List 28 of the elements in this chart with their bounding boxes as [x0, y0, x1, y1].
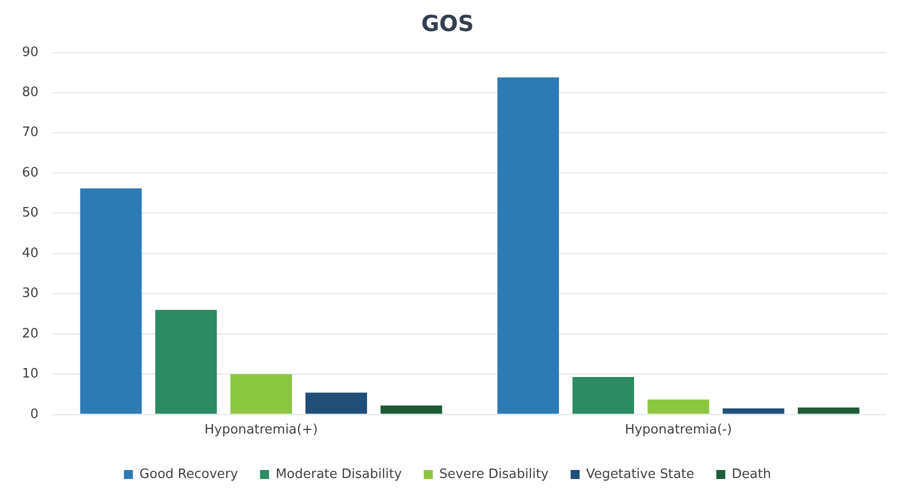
bar — [380, 406, 442, 414]
legend-label: Moderate Disability — [276, 466, 402, 482]
x-tick-label: Hyponatremia(+) — [204, 422, 318, 438]
bar — [155, 310, 217, 414]
bar — [798, 408, 860, 414]
bar — [80, 188, 142, 414]
y-tick-label: 50 — [22, 206, 39, 221]
x-tick-label: Hyponatremia(-) — [624, 422, 732, 438]
bar — [305, 392, 368, 414]
bar — [648, 400, 710, 414]
legend-label: Death — [732, 466, 772, 482]
legend-label: Vegetative State — [586, 466, 694, 482]
bar — [497, 77, 559, 414]
y-tick-label: 0 — [30, 406, 39, 422]
legend-label: Severe Disability — [439, 466, 549, 482]
y-tick-label: 60 — [22, 165, 39, 180]
bar — [722, 408, 784, 414]
y-tick-label: 70 — [22, 125, 39, 140]
y-tick-label: 80 — [22, 84, 39, 100]
y-tick-label: 20 — [22, 326, 39, 342]
y-tick-label: 90 — [22, 44, 39, 60]
y-tick-label: 30 — [22, 286, 39, 302]
chart-title: GOS — [421, 12, 474, 37]
bar — [572, 376, 634, 414]
legend-label: Good Recovery — [139, 466, 238, 482]
y-tick-label: 10 — [22, 366, 39, 382]
bar — [230, 374, 292, 414]
y-tick-label: 40 — [22, 246, 39, 261]
